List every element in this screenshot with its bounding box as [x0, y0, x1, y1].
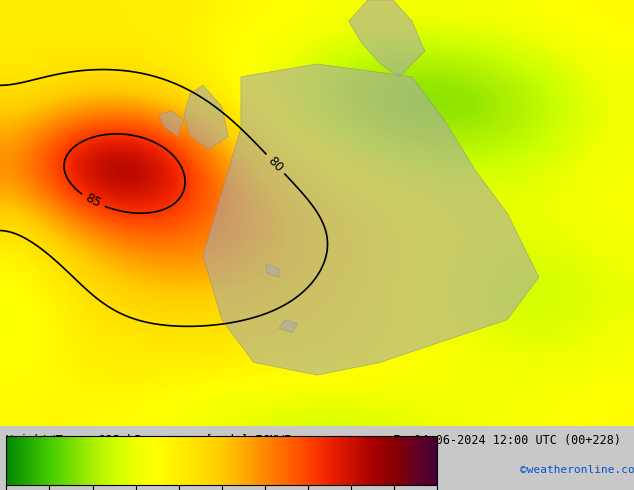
Polygon shape — [349, 0, 425, 77]
Polygon shape — [279, 319, 298, 333]
Polygon shape — [184, 85, 228, 149]
Text: 80: 80 — [265, 154, 285, 174]
Text: Height/Temp. 925 hPa mean+σ [gpdm] ECMWF: Height/Temp. 925 hPa mean+σ [gpdm] ECMWF — [6, 434, 292, 447]
Text: ©weatheronline.co.uk: ©weatheronline.co.uk — [520, 466, 634, 475]
Polygon shape — [266, 264, 279, 277]
Text: Fr 14-06-2024 12:00 UTC (00+228): Fr 14-06-2024 12:00 UTC (00+228) — [393, 434, 621, 447]
Polygon shape — [203, 64, 539, 375]
Polygon shape — [158, 111, 184, 136]
Text: 85: 85 — [83, 192, 103, 211]
